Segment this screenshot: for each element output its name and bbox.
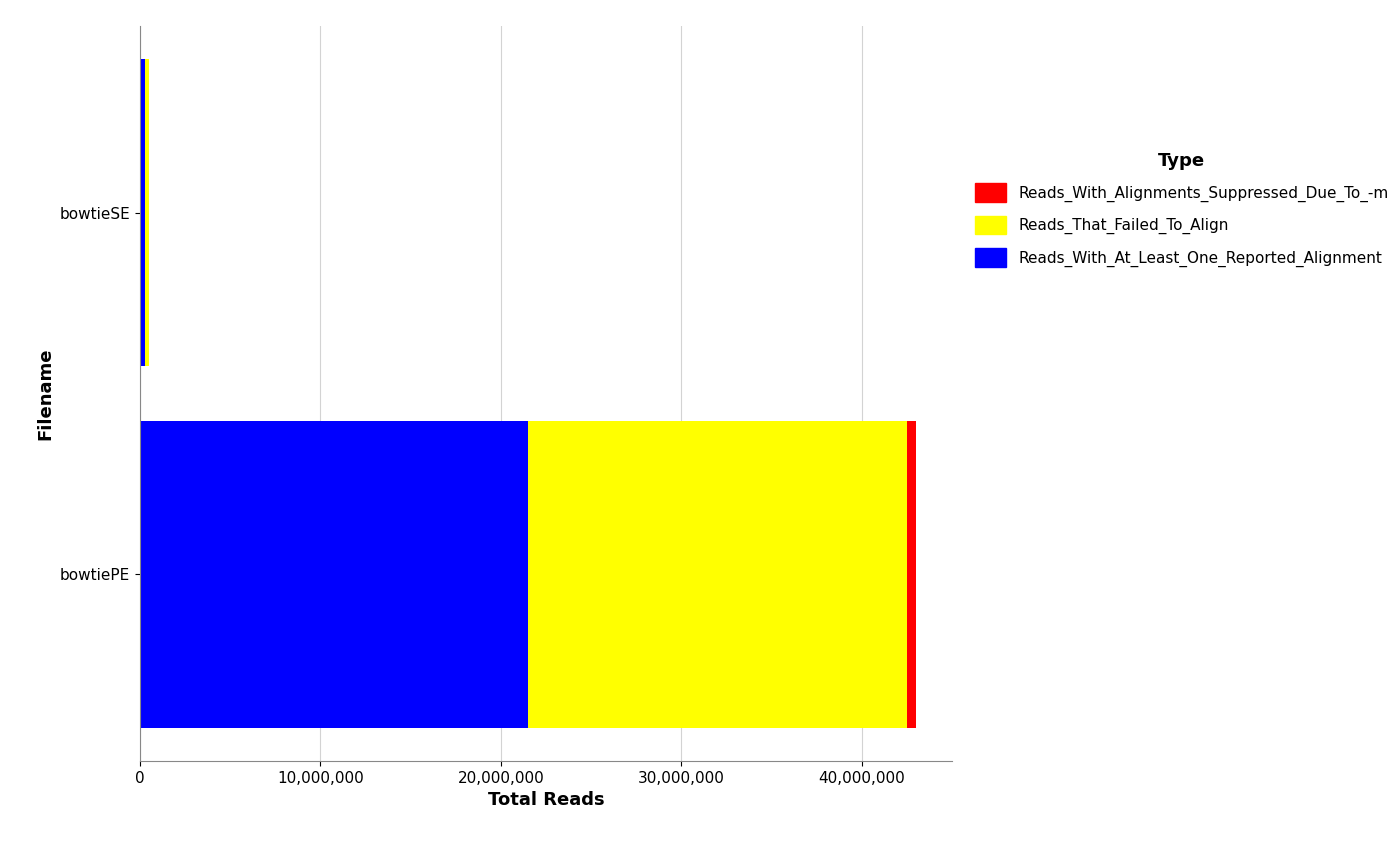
Bar: [140, 60, 146, 367]
Y-axis label: Filename: Filename: [36, 348, 55, 439]
X-axis label: Total Reads: Total Reads: [487, 791, 605, 810]
Bar: [907, 420, 916, 727]
Bar: [146, 60, 148, 367]
Legend: Reads_With_Alignments_Suppressed_Due_To_-m, Reads_That_Failed_To_Align, Reads_Wi: Reads_With_Alignments_Suppressed_Due_To_…: [967, 144, 1396, 274]
Bar: [528, 420, 907, 727]
Bar: [140, 420, 528, 727]
